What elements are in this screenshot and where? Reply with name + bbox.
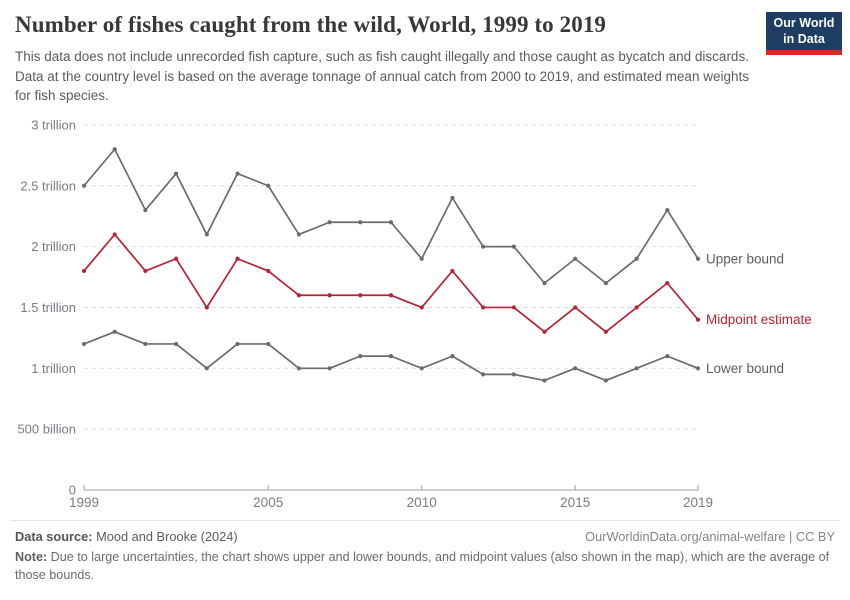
data-point-midpoint-estimate-2000[interactable] [112, 232, 117, 237]
data-point-lower-bound-2018[interactable] [665, 354, 670, 359]
data-point-lower-bound-2012[interactable] [481, 372, 486, 377]
data-point-upper-bound-2008[interactable] [358, 220, 363, 225]
chart-header: Number of fishes caught from the wild, W… [15, 12, 842, 105]
data-point-midpoint-estimate-2010[interactable] [419, 305, 424, 310]
chart-note: Note: Due to large uncertainties, the ch… [15, 549, 835, 585]
data-point-lower-bound-2011[interactable] [450, 354, 455, 359]
chart-subtitle: This data does not include unrecorded fi… [15, 49, 749, 103]
data-point-midpoint-estimate-2012[interactable] [481, 305, 486, 310]
data-point-lower-bound-2007[interactable] [327, 366, 332, 371]
data-point-midpoint-estimate-2015[interactable] [573, 305, 578, 310]
data-point-midpoint-estimate-2007[interactable] [327, 293, 332, 298]
series-label-upper-bound: Upper bound [706, 251, 784, 266]
data-point-midpoint-estimate-2017[interactable] [634, 305, 639, 310]
data-point-upper-bound-2011[interactable] [450, 195, 455, 201]
data-source: Data source: Mood and Brooke (2024) [15, 529, 238, 544]
chart-footer: Data source: Mood and Brooke (2024) OurW… [10, 520, 840, 585]
data-point-midpoint-estimate-2001[interactable] [143, 268, 148, 274]
data-point-midpoint-estimate-1999[interactable] [81, 268, 87, 274]
data-point-upper-bound-1999[interactable] [81, 183, 87, 188]
data-point-upper-bound-2018[interactable] [665, 207, 670, 213]
data-point-lower-bound-1999[interactable] [81, 341, 87, 347]
data-point-lower-bound-2008[interactable] [358, 354, 363, 359]
data-point-upper-bound-2002[interactable] [174, 171, 179, 176]
note-label: Note: [15, 550, 48, 564]
page-title: Number of fishes caught from the wild, W… [15, 12, 607, 37]
data-source-label: Data source: [15, 529, 93, 544]
data-point-lower-bound-2004[interactable] [235, 341, 240, 347]
attribution-link[interactable]: OurWorldinData.org/animal-welfare | CC B… [585, 529, 835, 544]
data-point-upper-bound-2003[interactable] [204, 232, 209, 237]
series-line-upper-bound[interactable] [83, 148, 699, 284]
data-point-lower-bound-2003[interactable] [204, 366, 209, 371]
data-point-upper-bound-2015[interactable] [573, 256, 578, 261]
data-source-value: Mood and Brooke (2024) [92, 529, 238, 544]
data-point-upper-bound-2009[interactable] [388, 220, 394, 225]
y-tick-label: 2 trillion [31, 239, 76, 254]
data-point-midpoint-estimate-2019[interactable] [695, 317, 701, 322]
data-point-upper-bound-2019[interactable] [695, 256, 701, 261]
x-tick-label: 2019 [683, 495, 713, 510]
data-point-upper-bound-2013[interactable] [511, 244, 516, 249]
data-point-midpoint-estimate-2003[interactable] [204, 305, 209, 310]
line-chart[interactable]: 0 500 billion 1 trillion 1.5 trillion 2 tril… [0, 110, 850, 518]
data-point-upper-bound-2000[interactable] [112, 147, 117, 152]
y-tick-label: 3 trillion [31, 117, 76, 132]
x-tick-label: 2005 [253, 495, 283, 510]
data-point-midpoint-estimate-2006[interactable] [296, 293, 301, 298]
data-point-lower-bound-2000[interactable] [112, 329, 117, 334]
data-point-midpoint-estimate-2016[interactable] [603, 329, 609, 334]
data-point-lower-bound-2015[interactable] [573, 366, 578, 371]
data-point-upper-bound-2014[interactable] [542, 281, 547, 286]
data-point-midpoint-estimate-2013[interactable] [511, 305, 516, 310]
x-tick-label: 1999 [69, 495, 99, 510]
data-point-midpoint-estimate-2011[interactable] [450, 268, 455, 274]
data-point-lower-bound-2006[interactable] [296, 366, 301, 371]
owid-logo-text: Our World in Data [766, 12, 842, 51]
data-point-upper-bound-2001[interactable] [143, 207, 148, 213]
data-point-upper-bound-2006[interactable] [296, 232, 301, 237]
series-label-lower-bound: Lower bound [706, 361, 784, 376]
data-point-midpoint-estimate-2002[interactable] [174, 256, 179, 261]
data-point-midpoint-estimate-2018[interactable] [665, 281, 670, 286]
data-point-midpoint-estimate-2014[interactable] [542, 329, 547, 334]
data-point-upper-bound-2005[interactable] [266, 183, 271, 188]
y-tick-label: 2.5 trillion [20, 178, 76, 193]
x-tick-label: 2010 [407, 495, 437, 510]
data-point-upper-bound-2012[interactable] [481, 244, 486, 249]
series-label-midpoint-estimate: Midpoint estimate [706, 312, 812, 327]
data-point-lower-bound-2019[interactable] [695, 366, 701, 371]
data-point-upper-bound-2010[interactable] [419, 256, 424, 261]
y-tick-label: 1.5 trillion [20, 300, 76, 315]
chart-canvas[interactable]: 0 500 billion 1 trillion 1.5 trillion 2 tril… [0, 110, 850, 518]
data-point-lower-bound-2005[interactable] [266, 341, 271, 347]
owid-logo-accent-bar [766, 50, 842, 56]
data-point-midpoint-estimate-2005[interactable] [266, 268, 271, 274]
data-point-lower-bound-2002[interactable] [174, 341, 179, 347]
data-point-midpoint-estimate-2008[interactable] [358, 293, 363, 298]
note-value: Due to large uncertainties, the chart sh… [15, 550, 830, 582]
owid-logo[interactable]: Our World in Data [766, 12, 842, 56]
data-point-upper-bound-2004[interactable] [235, 171, 240, 176]
y-tick-label: 1 trillion [31, 361, 76, 376]
data-point-lower-bound-2014[interactable] [542, 378, 547, 383]
data-point-midpoint-estimate-2009[interactable] [388, 293, 394, 298]
data-point-lower-bound-2001[interactable] [143, 341, 148, 347]
y-tick-label: 500 billion [17, 422, 76, 437]
data-point-lower-bound-2009[interactable] [388, 354, 394, 359]
data-point-lower-bound-2016[interactable] [603, 378, 609, 383]
y-tick-label: 0 [69, 483, 76, 498]
data-point-upper-bound-2016[interactable] [603, 281, 609, 286]
data-point-lower-bound-2017[interactable] [634, 366, 639, 371]
x-tick-label: 2015 [560, 495, 590, 510]
data-point-midpoint-estimate-2004[interactable] [235, 256, 240, 261]
data-point-upper-bound-2007[interactable] [327, 220, 332, 225]
data-point-lower-bound-2013[interactable] [511, 372, 516, 377]
data-point-upper-bound-2017[interactable] [634, 256, 639, 261]
data-point-lower-bound-2010[interactable] [419, 366, 424, 371]
